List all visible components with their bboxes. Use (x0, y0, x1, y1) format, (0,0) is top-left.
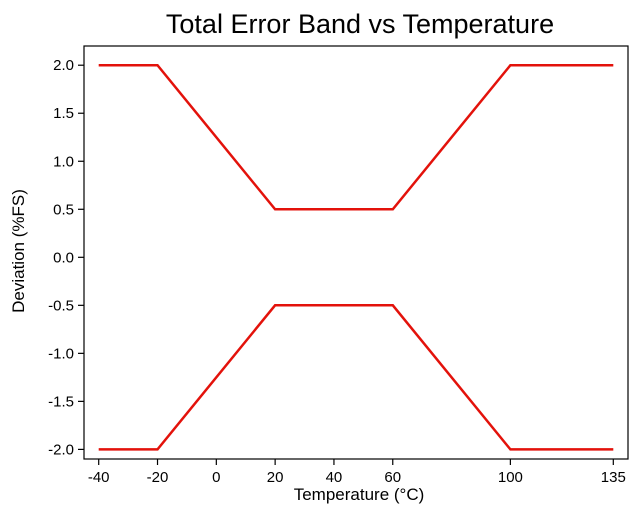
x-tick-label: -40 (88, 469, 110, 486)
x-tick-label: 40 (326, 469, 343, 486)
x-tick-label: 20 (267, 469, 284, 486)
y-tick-label: -0.5 (48, 297, 74, 314)
x-axis: -40 -20 0 20 40 60 100 135 (88, 459, 626, 486)
plot-frame (83, 45, 629, 460)
x-tick-label: -20 (147, 469, 169, 486)
y-tick-label: 0.0 (53, 249, 74, 266)
plot-area (83, 45, 629, 460)
series-line-upper (98, 63, 614, 211)
x-tick-label: 135 (601, 469, 626, 486)
series-layer (98, 63, 614, 451)
chart-title: Total Error Band vs Temperature (166, 9, 554, 39)
y-axis-label: Deviation (%FS) (9, 189, 28, 313)
y-tick-label: 1.0 (53, 153, 74, 170)
series-line-lower (98, 304, 614, 451)
x-tick-label: 60 (384, 469, 401, 486)
y-tick-label: -1.5 (48, 393, 74, 410)
x-tick-label: 0 (212, 469, 220, 486)
x-axis-label: Temperature (°C) (294, 485, 425, 504)
y-tick-label: 1.5 (53, 105, 74, 122)
x-tick-label: 100 (498, 469, 523, 486)
y-tick-label: 0.5 (53, 201, 74, 218)
y-tick-label: -2.0 (48, 441, 74, 458)
y-tick-label: -1.0 (48, 345, 74, 362)
y-axis: -2.0 -1.5 -1.0 -0.5 0.0 0.5 1.0 1.5 2.0 (48, 57, 84, 458)
y-tick-label: 2.0 (53, 57, 74, 74)
